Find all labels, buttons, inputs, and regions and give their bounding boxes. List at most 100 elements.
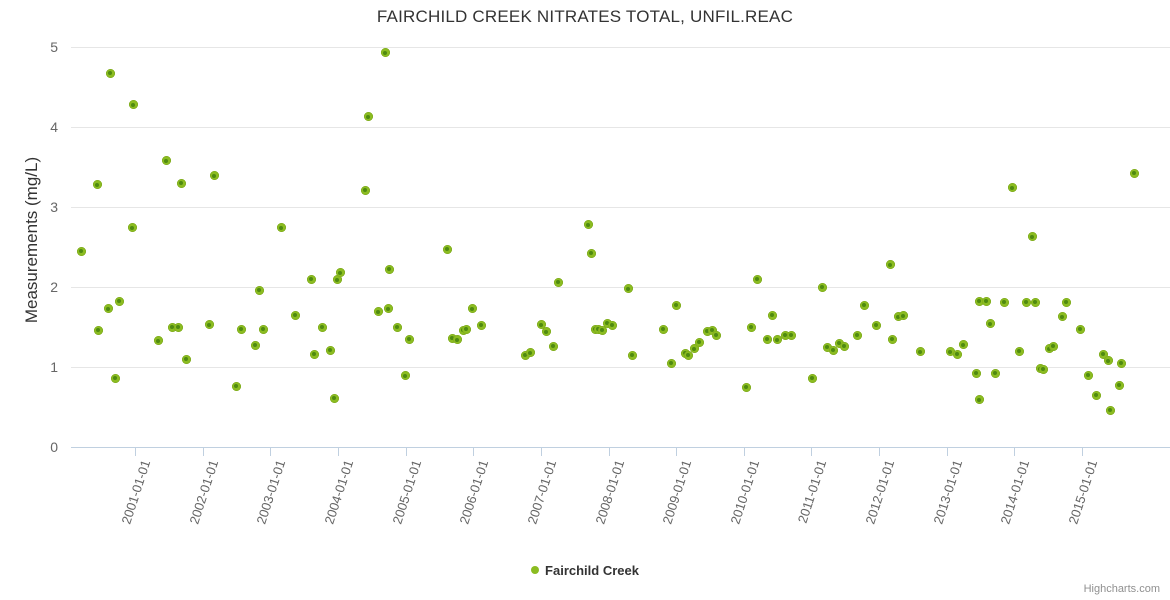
- data-point[interactable]: [93, 325, 103, 335]
- data-point[interactable]: [1021, 297, 1031, 307]
- data-point[interactable]: [602, 318, 612, 328]
- data-point[interactable]: [114, 296, 124, 306]
- data-point[interactable]: [442, 244, 452, 254]
- data-point[interactable]: [467, 304, 477, 314]
- data-point[interactable]: [597, 325, 607, 335]
- data-point[interactable]: [828, 345, 838, 355]
- data-point[interactable]: [859, 300, 869, 310]
- data-point[interactable]: [822, 342, 832, 352]
- data-point[interactable]: [817, 282, 827, 292]
- data-point[interactable]: [885, 260, 895, 270]
- data-point[interactable]: [762, 334, 772, 344]
- data-point[interactable]: [586, 248, 596, 258]
- data-point[interactable]: [952, 349, 962, 359]
- data-point[interactable]: [306, 274, 316, 284]
- data-point[interactable]: [1057, 312, 1067, 322]
- data-point[interactable]: [583, 220, 593, 230]
- data-point[interactable]: [309, 349, 319, 359]
- data-point[interactable]: [254, 285, 264, 295]
- data-point[interactable]: [627, 350, 637, 360]
- data-point[interactable]: [1098, 349, 1108, 359]
- data-point[interactable]: [752, 274, 762, 284]
- data-point[interactable]: [231, 381, 241, 391]
- data-point[interactable]: [153, 336, 163, 346]
- data-point[interactable]: [893, 312, 903, 322]
- data-point[interactable]: [258, 324, 268, 334]
- data-point[interactable]: [834, 338, 844, 348]
- data-point[interactable]: [1014, 346, 1024, 356]
- data-point[interactable]: [1061, 297, 1071, 307]
- data-point[interactable]: [852, 330, 862, 340]
- data-point[interactable]: [623, 284, 633, 294]
- data-point[interactable]: [958, 340, 968, 350]
- data-point[interactable]: [176, 178, 186, 188]
- data-point[interactable]: [204, 320, 214, 330]
- data-point[interactable]: [92, 180, 102, 190]
- data-point[interactable]: [110, 373, 120, 383]
- data-point[interactable]: [985, 319, 995, 329]
- data-point[interactable]: [400, 371, 410, 381]
- data-point[interactable]: [553, 277, 563, 287]
- data-point[interactable]: [404, 334, 414, 344]
- data-point[interactable]: [871, 320, 881, 330]
- data-point[interactable]: [250, 340, 260, 350]
- data-point[interactable]: [317, 322, 327, 332]
- data-point[interactable]: [689, 344, 699, 354]
- data-point[interactable]: [103, 304, 113, 314]
- data-point[interactable]: [1083, 370, 1093, 380]
- data-point[interactable]: [329, 393, 339, 403]
- data-point[interactable]: [548, 341, 558, 351]
- data-point[interactable]: [380, 48, 390, 58]
- data-point[interactable]: [128, 100, 138, 110]
- data-point[interactable]: [898, 311, 908, 321]
- data-point[interactable]: [974, 395, 984, 405]
- data-point[interactable]: [671, 300, 681, 310]
- data-point[interactable]: [167, 322, 177, 332]
- data-point[interactable]: [209, 171, 219, 181]
- data-point[interactable]: [127, 223, 137, 233]
- data-point[interactable]: [780, 330, 790, 340]
- data-point[interactable]: [461, 324, 471, 334]
- credits-link[interactable]: Highcharts.com: [1083, 583, 1160, 595]
- data-point[interactable]: [772, 335, 782, 345]
- data-point[interactable]: [607, 320, 617, 330]
- data-point[interactable]: [325, 345, 335, 355]
- data-point[interactable]: [767, 310, 777, 320]
- data-point[interactable]: [999, 297, 1009, 307]
- data-point[interactable]: [1030, 297, 1040, 307]
- data-point[interactable]: [392, 322, 402, 332]
- data-point[interactable]: [1103, 356, 1113, 366]
- data-point[interactable]: [181, 354, 191, 364]
- data-point[interactable]: [658, 324, 668, 334]
- data-point[interactable]: [161, 156, 171, 166]
- data-point[interactable]: [383, 304, 393, 314]
- data-point[interactable]: [363, 112, 373, 122]
- data-point[interactable]: [711, 330, 721, 340]
- data-point[interactable]: [236, 324, 246, 334]
- data-point[interactable]: [335, 268, 345, 278]
- data-point[interactable]: [666, 358, 676, 368]
- data-point[interactable]: [1091, 390, 1101, 400]
- data-point[interactable]: [1075, 324, 1085, 334]
- data-point[interactable]: [746, 322, 756, 332]
- data-point[interactable]: [741, 382, 751, 392]
- data-point[interactable]: [173, 322, 183, 332]
- data-point[interactable]: [525, 348, 535, 358]
- data-point[interactable]: [520, 350, 530, 360]
- data-point[interactable]: [76, 246, 86, 256]
- data-point[interactable]: [1027, 232, 1037, 242]
- data-point[interactable]: [1007, 183, 1017, 193]
- data-point[interactable]: [373, 307, 383, 317]
- data-point[interactable]: [887, 334, 897, 344]
- data-point[interactable]: [971, 368, 981, 378]
- data-point[interactable]: [702, 326, 712, 336]
- data-point[interactable]: [1048, 341, 1058, 351]
- data-point[interactable]: [536, 320, 546, 330]
- data-point[interactable]: [981, 296, 991, 306]
- data-point[interactable]: [694, 337, 704, 347]
- data-point[interactable]: [707, 325, 717, 335]
- data-point[interactable]: [276, 223, 286, 233]
- data-point[interactable]: [1038, 364, 1048, 374]
- data-point[interactable]: [290, 310, 300, 320]
- data-point[interactable]: [974, 296, 984, 306]
